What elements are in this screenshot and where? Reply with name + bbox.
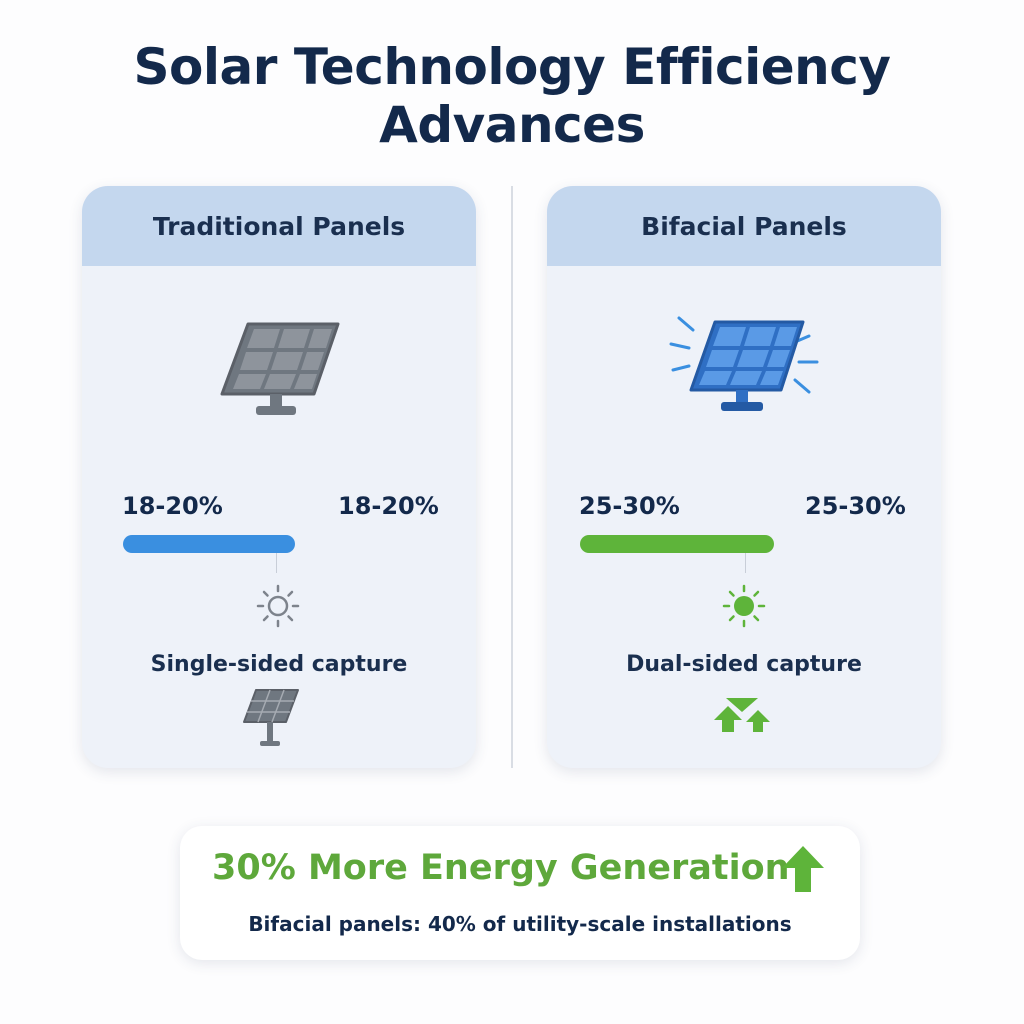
center-divider (511, 186, 513, 768)
bifacial-panels-card: Bifacial Panels (547, 186, 941, 768)
efficiency-label-right: 25-30% (805, 492, 906, 520)
sun-filled-icon (720, 582, 768, 634)
summary-headline: 30% More Energy Generation (212, 848, 790, 888)
solar-panel-icon (82, 318, 476, 422)
capture-caption: Single-sided capture (150, 652, 408, 677)
efficiency-label-left: 18-20% (122, 492, 223, 520)
efficiency-label-left: 25-30% (579, 492, 680, 520)
traditional-panels-card: Traditional Panels 18-20% 18-20% (82, 186, 476, 768)
efficiency-label-right: 18-20% (338, 492, 439, 520)
bifacial-solar-panel-icon (547, 310, 941, 420)
card-header: Traditional Panels (82, 186, 476, 266)
capture-caption: Dual-sided capture (626, 652, 862, 677)
summary-box: 30% More Energy Generation Bifacial pane… (180, 826, 860, 960)
bar-tick (276, 553, 277, 573)
arrow-up-icon (780, 844, 826, 898)
efficiency-bar (123, 535, 295, 553)
dual-arrow-up-icon (712, 694, 776, 738)
page-title: Solar Technology Efficiency Advances (133, 38, 891, 154)
card-header: Bifacial Panels (547, 186, 941, 266)
small-solar-panel-icon (242, 686, 302, 754)
summary-subtext: Bifacial panels: 40% of utility-scale in… (248, 912, 792, 936)
sun-outline-icon (254, 582, 302, 634)
bar-tick (745, 553, 746, 573)
efficiency-bar (580, 535, 774, 553)
